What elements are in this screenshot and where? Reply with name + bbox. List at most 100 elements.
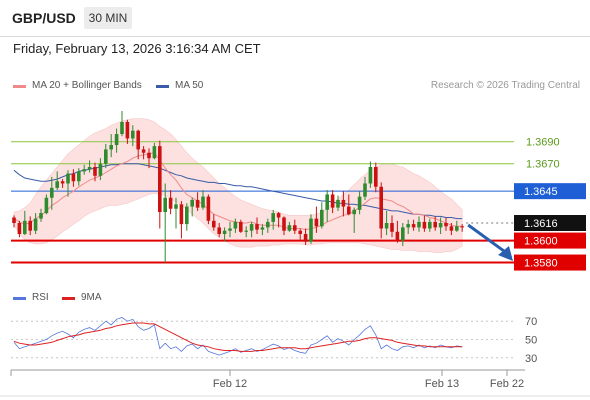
candle-body (71, 173, 76, 182)
candle-body (17, 223, 22, 234)
candle-body (352, 209, 356, 215)
candle-body (39, 213, 43, 219)
candle-body (239, 221, 243, 232)
support-level-tag (514, 232, 586, 249)
candle-body (174, 204, 178, 209)
candle-body (98, 163, 103, 176)
candle-body (357, 196, 362, 210)
candle-body (444, 223, 448, 227)
pivot-level-label: 1.3645 (524, 186, 558, 198)
candle-body (23, 220, 27, 234)
candle-body (433, 221, 437, 228)
candle-body (282, 217, 286, 231)
support-level-label: 1.3600 (524, 236, 558, 248)
candle-body (390, 223, 394, 232)
candle-body (449, 226, 454, 231)
candle-body (55, 181, 59, 188)
chart-datetime: Friday, February 13, 2026 3:16:34 AM CET (13, 41, 261, 56)
candle-body (60, 181, 65, 184)
forecast-arrow-shaft (467, 223, 505, 253)
candle-body (109, 145, 113, 150)
candle-body (363, 183, 367, 197)
ma20-legend-swatch (13, 85, 26, 88)
candle-body (104, 149, 108, 164)
candle-body (336, 199, 340, 208)
candle-body (255, 224, 259, 230)
candle-body (309, 218, 313, 242)
rsi-legend-label: RSI (32, 292, 49, 303)
candle-body (249, 224, 254, 231)
research-credit: Research © 2026 Trading Central (430, 80, 580, 91)
candle-body (330, 194, 335, 208)
candle-body (271, 213, 275, 222)
candle-body (260, 227, 265, 230)
candle-body (93, 166, 97, 176)
timeframe-button[interactable]: 30 MIN (84, 7, 132, 29)
rsi-legend-swatch (13, 297, 26, 300)
candle-body (158, 146, 162, 213)
ma50-line (13, 163, 463, 220)
candle-body (347, 206, 351, 215)
rsi-line (13, 317, 463, 356)
candle-body (379, 186, 383, 229)
candle-body (28, 220, 32, 231)
support-level-label: 1.3580 (524, 258, 558, 270)
candle-body (222, 230, 227, 234)
candle-body (147, 152, 151, 159)
candle-body (314, 218, 319, 227)
candle-body (395, 231, 400, 241)
candle-body (233, 221, 238, 229)
ma50-legend-swatch (156, 85, 169, 88)
candle-body (190, 199, 194, 207)
candle-body (168, 197, 173, 209)
candle-body (401, 227, 405, 241)
candle-body (287, 225, 292, 231)
candle-body (406, 224, 410, 228)
candle-body (298, 230, 302, 234)
candle-body (12, 217, 16, 224)
x-axis-tick-label: Feb 13 (425, 378, 459, 390)
candle-body (141, 149, 146, 153)
candle-body (114, 134, 119, 146)
candle-body (136, 130, 140, 150)
candle-body (201, 196, 205, 208)
candle-body (244, 230, 248, 232)
ma20-line (13, 152, 463, 231)
ma9-legend-label: 9MA (81, 292, 102, 303)
candle-body (206, 196, 211, 221)
candle-body (228, 228, 232, 231)
symbol-title: GBP/USD (12, 10, 76, 26)
candle-body (125, 121, 130, 139)
candle-body (368, 166, 373, 184)
candle-body (44, 197, 49, 214)
candle-body (293, 225, 297, 231)
candle-body (179, 204, 184, 225)
candle-body (428, 221, 432, 229)
chart-header-bar: GBP/USD 30 MIN (0, 0, 590, 37)
candle-body (341, 199, 346, 207)
candle-body (131, 130, 135, 139)
resistance-level-label: 1.3690 (526, 137, 560, 149)
candle-body (303, 233, 308, 242)
candle-body (460, 226, 464, 228)
candle-body (411, 224, 416, 228)
x-axis-tick-label: Feb 12 (213, 378, 247, 390)
forecast-arrow-head (498, 246, 513, 262)
candle-body (50, 187, 54, 198)
candle-body (152, 146, 157, 159)
candle-body (384, 223, 389, 229)
candle-body (120, 121, 124, 135)
candle-body (325, 194, 329, 210)
ma9-legend-swatch (62, 297, 75, 300)
candle-body (217, 227, 221, 234)
rsi-tick-label: 30 (525, 353, 537, 365)
candle-body (276, 213, 281, 218)
candle-body (163, 197, 167, 213)
ma20-legend-label: MA 20 + Bollinger Bands (32, 80, 142, 91)
rsi-tick-label: 70 (525, 316, 537, 328)
support-level-tag (514, 254, 586, 271)
candle-body (374, 166, 378, 187)
candle-body (185, 206, 189, 225)
candle-body (66, 173, 70, 184)
current-price-tag (514, 215, 586, 232)
